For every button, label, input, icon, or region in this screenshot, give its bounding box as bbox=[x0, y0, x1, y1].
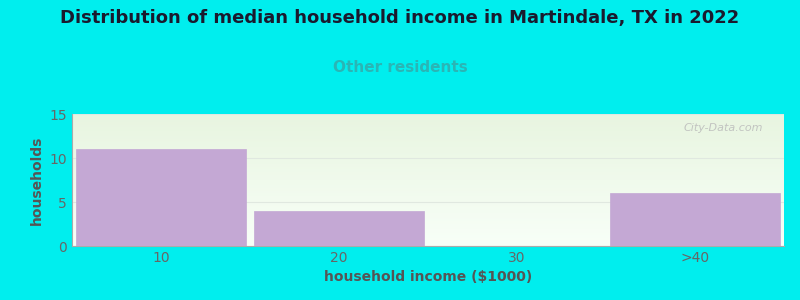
Y-axis label: households: households bbox=[30, 135, 44, 225]
Text: City-Data.com: City-Data.com bbox=[683, 123, 762, 133]
Text: Distribution of median household income in Martindale, TX in 2022: Distribution of median household income … bbox=[60, 9, 740, 27]
X-axis label: household income ($1000): household income ($1000) bbox=[324, 270, 532, 284]
Bar bbox=[77, 149, 246, 246]
Bar bbox=[610, 193, 779, 246]
Bar bbox=[254, 211, 423, 246]
Text: Other residents: Other residents bbox=[333, 60, 467, 75]
